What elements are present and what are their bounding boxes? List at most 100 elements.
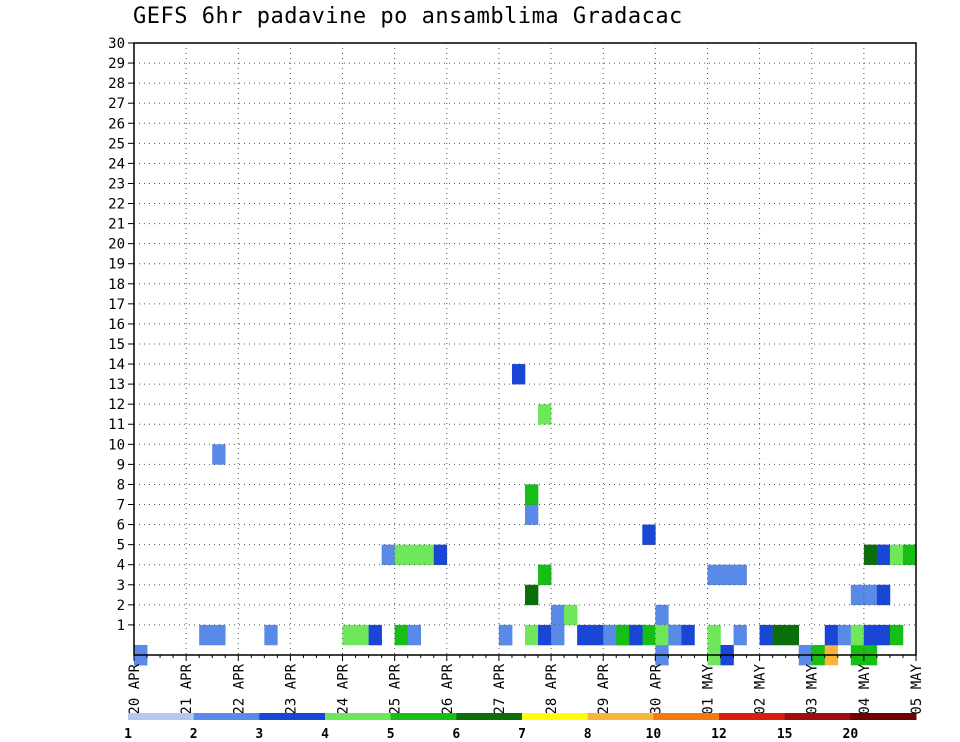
heatmap-cell <box>876 544 891 566</box>
y-tick-label: 5 <box>117 538 125 554</box>
heatmap-cell <box>264 624 278 646</box>
heatmap-cell <box>355 624 369 646</box>
y-axis: 1234567891011121314151617181920212223242… <box>108 36 134 634</box>
heatmap-cell <box>642 624 656 646</box>
colorbar-label: 7 <box>518 727 526 742</box>
heatmap-cell <box>876 584 891 606</box>
heatmap-cell <box>551 604 565 626</box>
y-tick-label: 24 <box>108 156 125 172</box>
heatmap-cell <box>876 624 891 646</box>
chart-title: GEFS 6hr padavine po ansamblima Gradacac <box>133 4 683 29</box>
heatmap-cell <box>707 624 721 646</box>
heatmap-cell <box>889 544 904 566</box>
heatmap-cell <box>394 624 408 646</box>
heatmap-cell <box>212 444 226 465</box>
colorbar-label: 8 <box>584 727 592 742</box>
colorbar-label: 4 <box>321 727 329 742</box>
heatmap-cell <box>525 484 539 505</box>
y-tick-label: 16 <box>108 317 125 333</box>
heatmap-cell <box>902 544 917 566</box>
y-tick-label: 3 <box>117 578 125 594</box>
heatmap-cell <box>863 624 878 646</box>
colorbar-label: 10 <box>646 727 662 742</box>
y-tick-label: 6 <box>117 518 125 534</box>
x-tick-label: 05 MAY <box>909 663 925 714</box>
x-tick-label: 04 MAY <box>857 663 873 714</box>
heatmap-cell <box>603 624 617 646</box>
y-tick-label: 8 <box>117 477 125 493</box>
y-tick-label: 28 <box>108 76 125 92</box>
x-tick-label: 26 APR <box>440 663 456 714</box>
heatmap-cell <box>342 624 356 646</box>
colorbar-swatch <box>522 713 589 720</box>
heatmap-cell <box>538 564 552 586</box>
x-tick-label: 20 APR <box>127 663 143 714</box>
y-tick-label: 27 <box>108 96 125 112</box>
colorbar-swatch <box>128 713 195 720</box>
heatmap-cell <box>407 544 422 566</box>
x-tick-label: 24 APR <box>336 663 352 714</box>
x-tick-label: 23 APR <box>283 663 299 714</box>
colorbar-swatch <box>325 713 392 720</box>
x-tick-label: 29 APR <box>596 663 612 714</box>
heatmap-cell <box>577 624 591 646</box>
heatmap-cell <box>525 624 539 646</box>
y-tick-label: 2 <box>117 598 125 614</box>
colorbar-swatch <box>193 713 260 720</box>
colorbar-swatch <box>259 713 326 720</box>
heatmap-cell <box>642 524 656 545</box>
heatmap-cell <box>590 624 604 646</box>
x-tick-label: 01 MAY <box>700 663 716 714</box>
heatmap-cell <box>759 624 773 646</box>
heatmap-cell <box>525 584 539 606</box>
heatmap-cell <box>863 584 878 606</box>
y-tick-label: 11 <box>108 417 125 433</box>
heatmap-cell <box>707 564 721 586</box>
y-tick-label: 13 <box>108 377 125 393</box>
x-tick-label: 22 APR <box>231 663 247 714</box>
heatmap-cell <box>564 604 578 626</box>
heatmap-cell <box>420 544 435 566</box>
heatmap-cell <box>538 404 552 425</box>
colorbar-legend: 1 2 3 4 5 6 7 8 10 12 15 20 <box>124 713 917 742</box>
heatmap-cell <box>668 624 682 646</box>
y-tick-label: 9 <box>117 457 125 473</box>
y-tick-label: 1 <box>117 618 125 634</box>
heatmap-cell <box>837 624 852 646</box>
y-tick-label: 17 <box>108 297 125 313</box>
y-tick-label: 10 <box>108 437 125 453</box>
y-tick-label: 25 <box>108 136 125 152</box>
y-tick-label: 22 <box>108 197 125 213</box>
heatmap-cell <box>212 624 226 646</box>
heatmap-cell <box>394 544 408 566</box>
heatmap-cells <box>134 364 917 666</box>
heatmap-cell <box>551 624 565 646</box>
colorbar-swatch <box>719 713 786 720</box>
colorbar-label: 2 <box>190 727 198 742</box>
colorbar-swatch <box>653 713 720 720</box>
heatmap-cell <box>850 584 865 606</box>
y-tick-label: 26 <box>108 116 125 132</box>
colorbar-label: 15 <box>777 727 793 742</box>
heatmap-cell <box>407 624 422 646</box>
y-tick-label: 12 <box>108 397 125 413</box>
heatmap-cell <box>655 624 669 646</box>
heatmap-cell <box>511 364 526 385</box>
heatmap-cell <box>538 624 552 646</box>
heatmap-cell <box>733 564 747 586</box>
colorbar-label: 6 <box>452 727 460 742</box>
colorbar-label: 1 <box>124 727 132 742</box>
grid-lines <box>134 43 916 655</box>
heatmap-cell <box>199 624 213 646</box>
heatmap-cell <box>616 624 630 646</box>
colorbar-label: 5 <box>387 727 395 742</box>
colorbar-label: 20 <box>843 727 859 742</box>
heatmap-cell <box>772 624 786 646</box>
y-tick-label: 15 <box>108 337 125 353</box>
x-tick-label: 03 MAY <box>805 663 821 714</box>
y-tick-label: 14 <box>108 357 125 373</box>
heatmap-cell <box>850 624 865 646</box>
x-tick-label: 27 APR <box>492 663 508 714</box>
x-tick-label: 25 APR <box>388 663 404 714</box>
x-tick-label: 30 APR <box>648 663 664 714</box>
